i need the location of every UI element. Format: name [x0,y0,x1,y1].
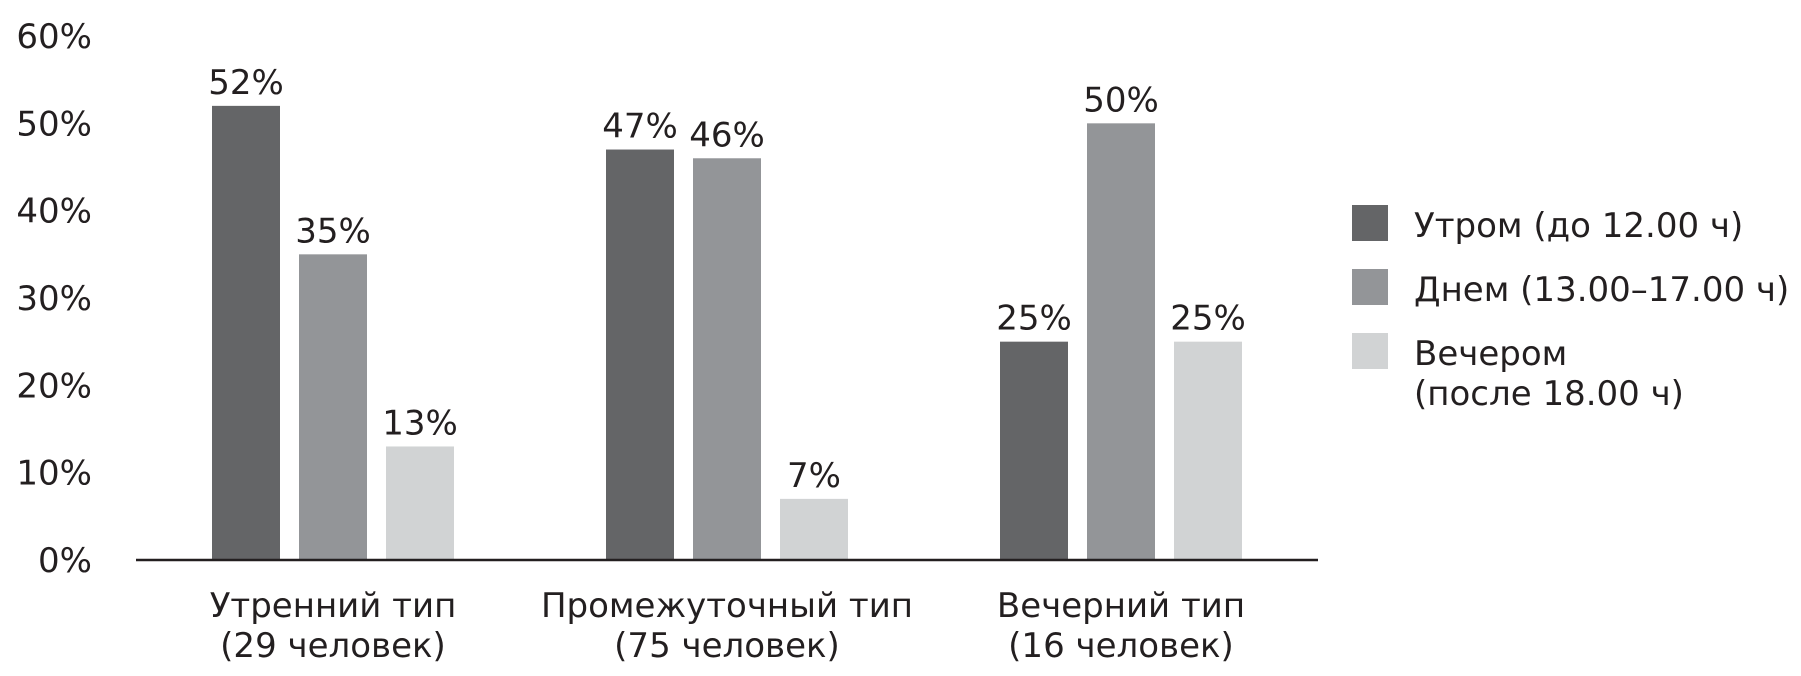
category-label-line: (16 человек) [1008,626,1234,666]
y-tick-label: 40% [16,192,92,232]
bar [299,254,367,561]
bar [1174,341,1242,560]
legend-label: Утром (до 12.00 ч) [1414,206,1743,246]
category-label: Промежуточный тип (75 человек) [541,586,913,666]
bar-value-label: 35% [295,211,371,251]
bar [606,149,674,561]
legend-label-line: Днем (13.00–17.00 ч) [1414,270,1789,310]
bar-value-label: 7% [787,456,841,496]
bar [1000,341,1068,560]
bar-value-label: 25% [1170,299,1246,339]
bar-value-label: 50% [1083,80,1159,120]
category-label: Вечерний тип (16 человек) [997,586,1245,666]
legend: Утром (до 12.00 ч) Днем (13.00–17.00 ч) Ве… [1352,205,1789,414]
bar [1087,123,1155,560]
legend-swatch [1352,269,1388,305]
legend-label-line: Утром (до 12.00 ч) [1414,206,1743,246]
legend-label: Днем (13.00–17.00 ч) [1414,270,1789,310]
bar-value-label: 13% [382,403,458,443]
bar-value-label: 25% [996,299,1072,339]
bar [780,498,848,560]
bar [212,105,280,560]
category-label: Утренний тип (29 человек) [210,586,457,666]
legend-swatch [1352,333,1388,369]
bars [212,105,1242,561]
legend-label-line: (после 18.00 ч) [1414,374,1684,414]
y-tick-label: 20% [16,366,92,406]
legend-label-line: Вечером [1414,334,1567,374]
category-label-line: Утренний тип [210,586,457,626]
x-axis-category-labels: Утренний тип (29 человек) Промежуточный ти… [210,586,1245,666]
y-tick-label: 50% [16,104,92,144]
y-tick-label: 10% [16,454,92,494]
bar-value-label: 47% [602,107,678,147]
value-labels: 52% 47% 25% 35% 46% 50% 13% 7% 25% [208,63,1246,496]
bar-value-label: 46% [689,115,765,155]
y-tick-label: 0% [38,541,92,581]
category-label-line: (29 человек) [220,626,446,666]
bar [693,158,761,560]
legend-swatch [1352,205,1388,241]
y-tick-label: 60% [16,17,92,57]
bar-value-label: 52% [208,63,284,103]
category-label-line: Промежуточный тип [541,586,913,626]
y-axis-ticks: 0% 10% 20% 30% 40% 50% 60% [16,17,92,581]
legend-label: Вечером (после 18.00 ч) [1414,334,1684,414]
category-label-line: (75 человек) [614,626,840,666]
category-label-line: Вечерний тип [997,586,1245,626]
bar [386,446,454,560]
y-tick-label: 30% [16,279,92,319]
